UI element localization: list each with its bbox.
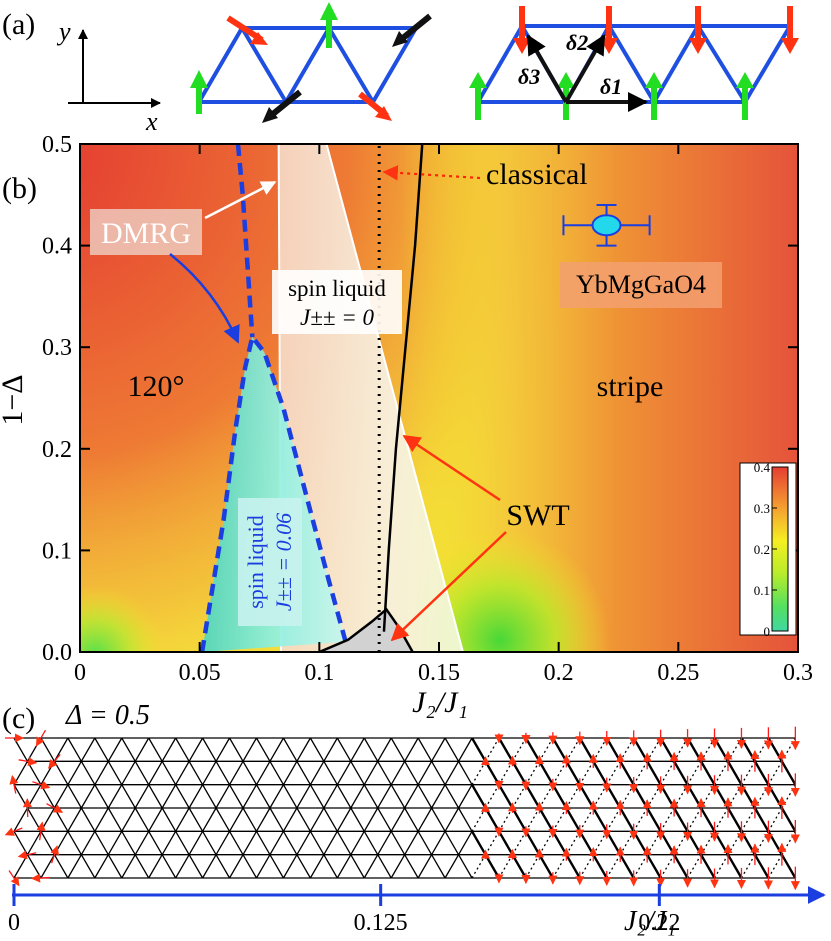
y-tick-label: 0.5	[42, 132, 72, 158]
y-tick-label: 0.2	[42, 437, 72, 463]
colorbar-tick-label: 0.3	[754, 501, 770, 516]
spin-liquid-label-box	[272, 270, 402, 334]
dmrg-spin-liquid-label: spin liquid J±± = 0.06	[238, 498, 302, 626]
ybmggao4-label: YbMgGaO4	[576, 270, 706, 299]
phase-stripe-label: stripe	[597, 370, 664, 403]
y-tick-label: 0.1	[42, 538, 72, 564]
x-tick-label: 0.3	[783, 660, 813, 686]
x-tick-label: 0.15	[418, 660, 460, 686]
jpm-006-label: J±± = 0.06	[271, 513, 296, 611]
bond-vectors	[526, 34, 648, 112]
swt-pointer-lower	[390, 531, 507, 642]
x-tick-label: 0.2	[544, 660, 574, 686]
axis-ticks: 0 0.05 0.1 0.15 0.2 0.25 0.3 0.0 0.1 0.2 0.3 0.4 0.5	[42, 132, 813, 686]
bond-delta1: δ1	[600, 74, 622, 99]
swt-dome-fill	[319, 609, 413, 652]
y-tick-label: 0.0	[42, 640, 72, 666]
swt-pointer-upper	[402, 434, 501, 502]
dmrg-label: DMRG	[101, 217, 191, 250]
classical-pointer	[382, 165, 481, 181]
j2-axis: 0 0.125 0.22 J₂/J₁	[8, 884, 826, 937]
panel-b-label: (b)	[2, 172, 37, 205]
x-tick-label: 0.25	[657, 660, 699, 686]
experimental-point	[562, 203, 651, 247]
colorbar-tick-label: 0.2	[754, 542, 770, 557]
classical-label: classical	[486, 158, 588, 191]
spin-head	[190, 70, 208, 88]
dmrg-pointer-white	[204, 180, 277, 220]
spin-head	[392, 31, 408, 47]
ybmggao4-label-box	[560, 262, 722, 308]
series-line-1	[235, 144, 255, 338]
j2-tick-label: 0.125	[354, 910, 408, 936]
series-layer	[199, 144, 424, 652]
x-axis-title: J₂/J₁	[412, 686, 468, 719]
bond-delta3: δ3	[518, 64, 540, 89]
j2-axis-label: J₂/J₁	[624, 906, 676, 937]
colorbar-tick-label: 0.1	[754, 583, 770, 598]
x-tick-label: 0.1	[304, 660, 334, 686]
jpm-zero-label: J±± = 0	[300, 305, 374, 330]
delta-label: Δ = 0.5	[65, 700, 150, 731]
lattice-left	[197, 26, 418, 104]
spin-heads-left	[190, 2, 408, 123]
j2-tick-label: 0.22	[638, 910, 680, 936]
colorbar: 0 0.1 0.2 0.3 0.4	[739, 460, 797, 639]
x-axis-letter: x	[145, 107, 158, 136]
dmrg-label-box	[90, 209, 202, 255]
j2-tick-label: 0	[8, 910, 20, 936]
y-axis-title: 1−Δ	[0, 374, 29, 425]
y-axis-letter: y	[56, 17, 71, 46]
spin-head	[375, 106, 392, 121]
ybmggao4-marker	[591, 214, 622, 237]
dmrg-pointer-blue	[169, 253, 240, 344]
series-line-3	[382, 144, 424, 632]
spin-heads-right	[469, 38, 799, 88]
spin-head	[320, 2, 338, 20]
x-tick-label: 0.05	[179, 660, 221, 686]
colorbar-tick-label: 0.4	[754, 460, 771, 475]
panel-c: (c) Δ = 0.5 0 0.125 0.22 J₂/J₁	[2, 700, 826, 937]
panel-c-label: (c)	[2, 702, 35, 735]
swt-label: SWT	[506, 499, 569, 532]
spin-liquid-label-rotated: spin liquid	[243, 515, 268, 609]
panel-a: (a) y x	[2, 2, 799, 136]
y-tick-label: 0.3	[42, 335, 72, 361]
panel-b: (b) 0 0.05 0.1 0.15 0.2 0.25 0.3 0.0 0.1 0.2 0.3 0.…	[0, 132, 813, 719]
bond-delta2: δ2	[566, 30, 588, 55]
dmrg-lattice	[4, 726, 800, 891]
xy-axes	[68, 29, 161, 108]
colorbar-tick-label: 0	[764, 624, 771, 639]
panel-a-label: (a)	[2, 8, 35, 41]
spin-liquid-label: spin liquid	[288, 276, 386, 301]
series-line-0	[199, 331, 348, 652]
x-tick-label: 0	[74, 660, 86, 686]
spin-head	[262, 107, 278, 123]
y-tick-label: 0.4	[42, 234, 72, 260]
phase-120-label: 120°	[128, 370, 185, 403]
spin-head	[250, 32, 268, 45]
